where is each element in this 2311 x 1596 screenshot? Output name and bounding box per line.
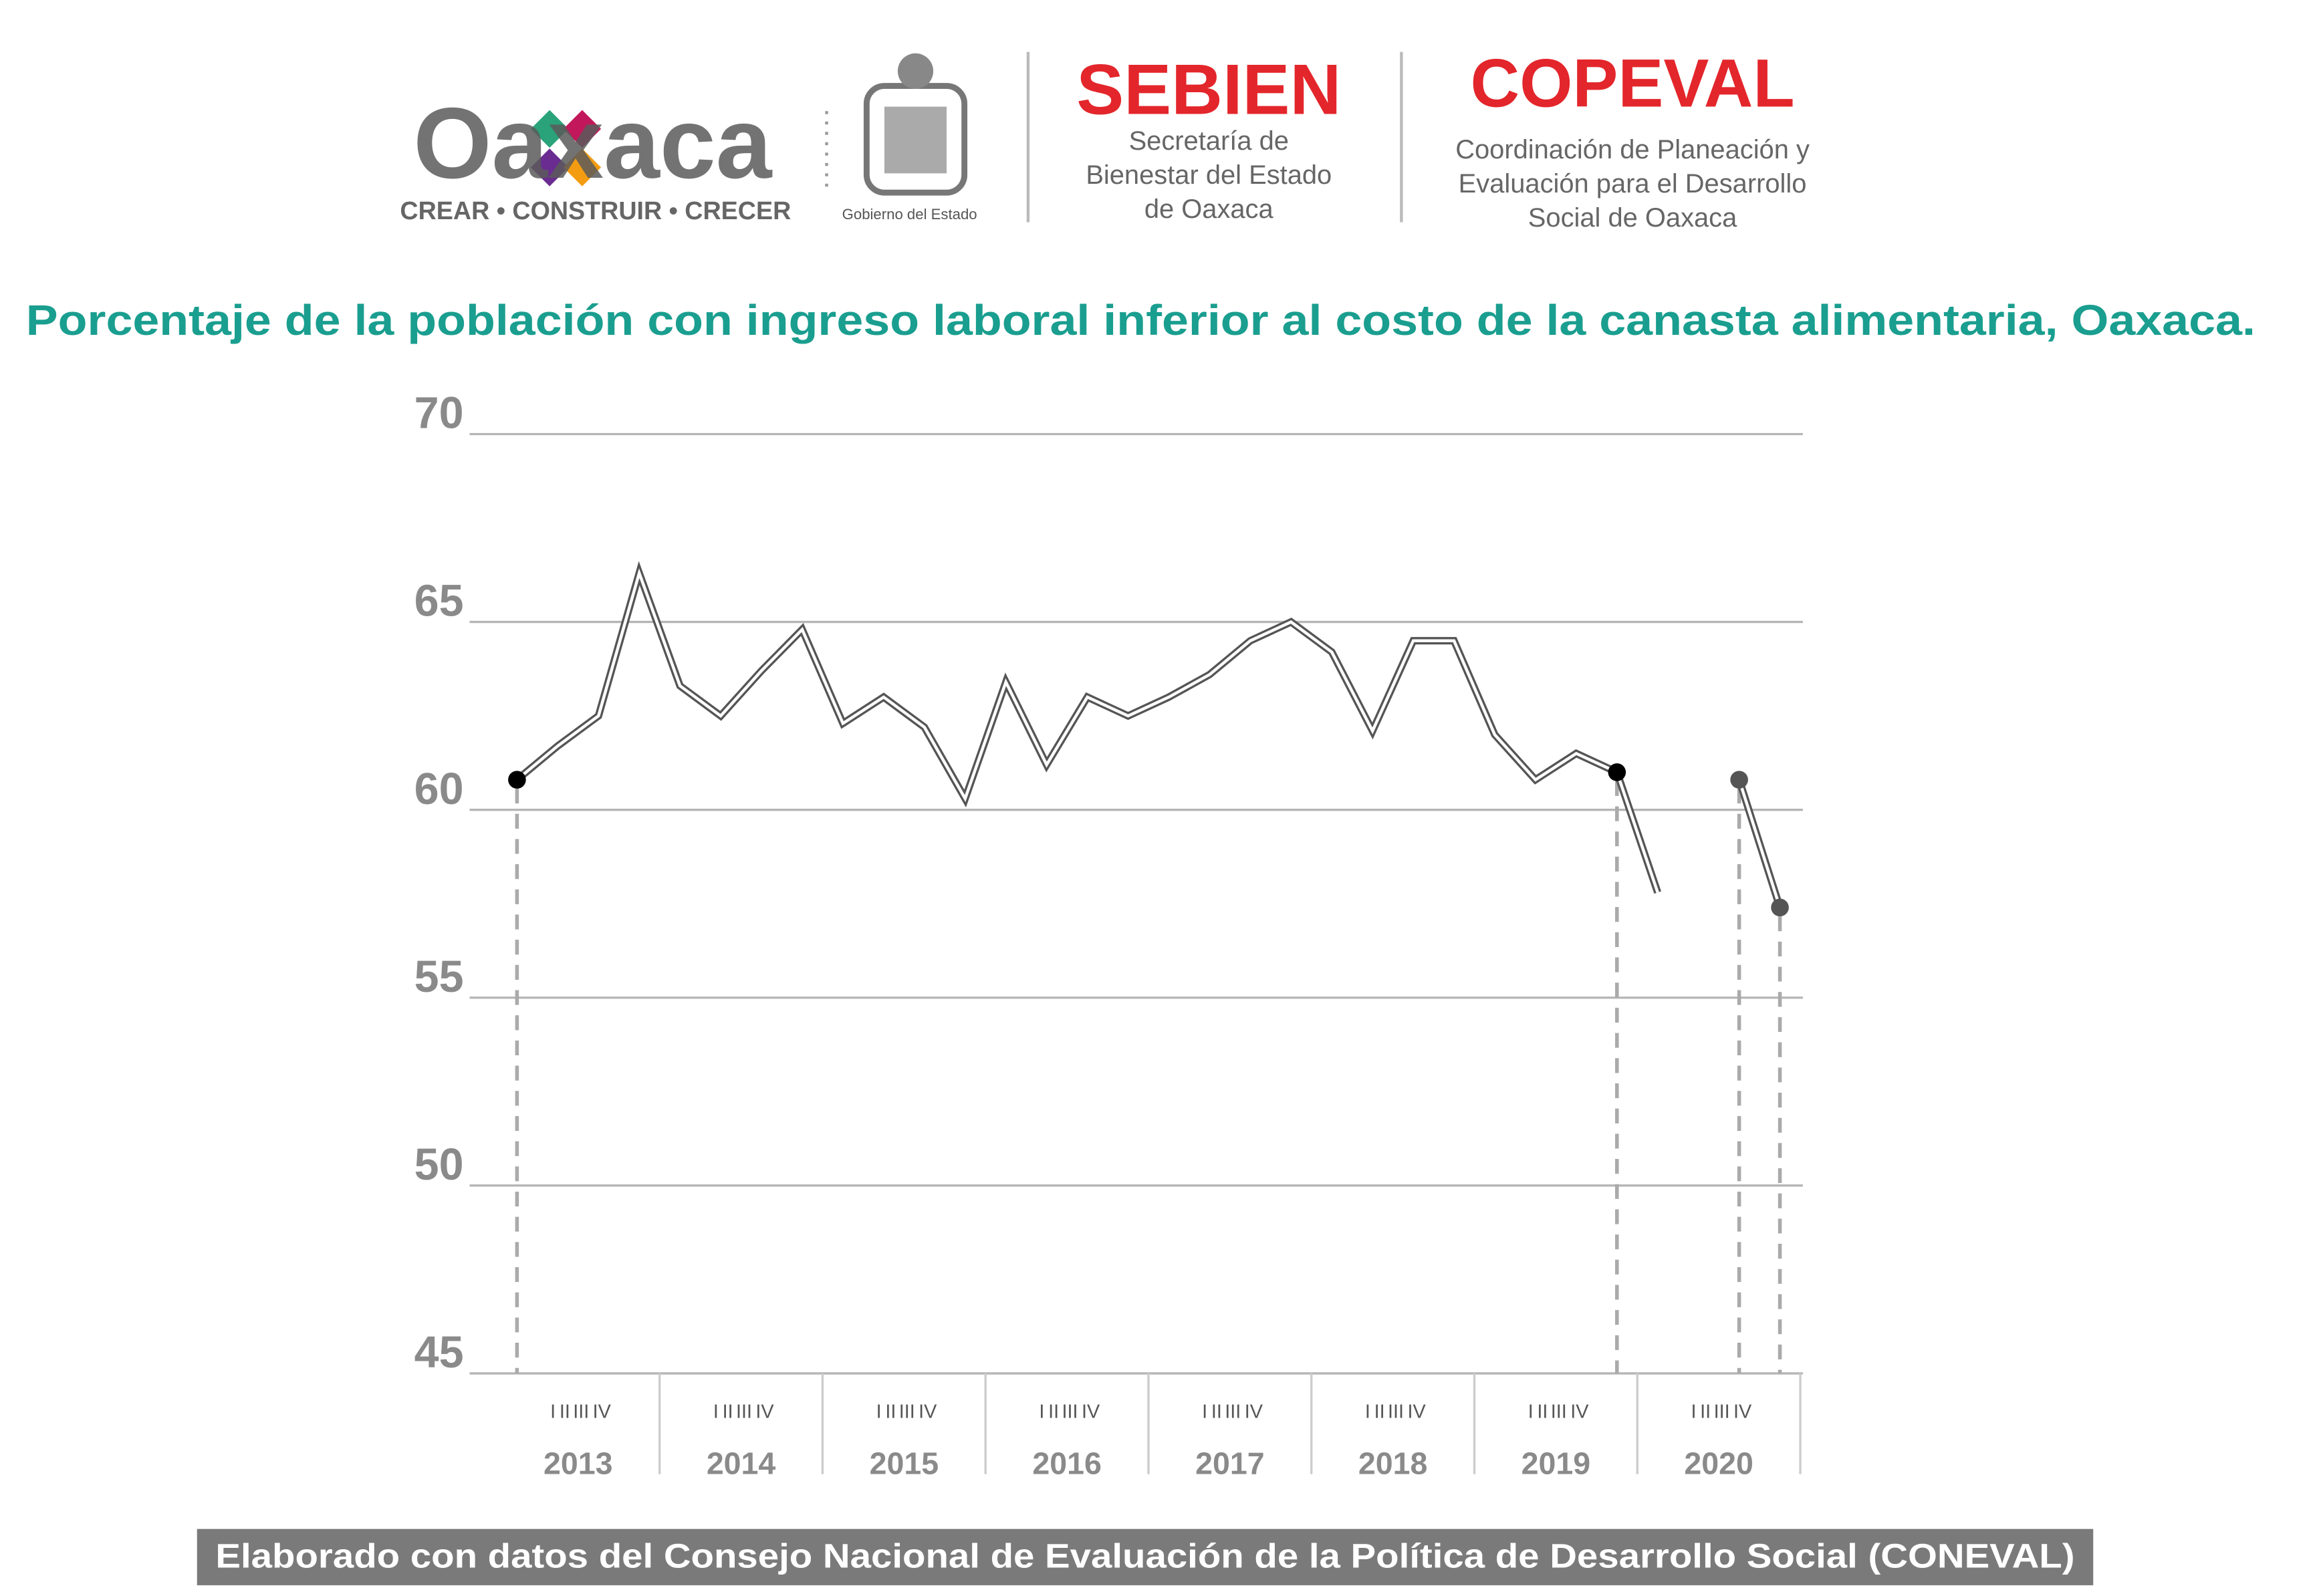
x-year-label: 2014: [707, 1446, 776, 1481]
x-tick-label: III: [1714, 1401, 1730, 1422]
footer-band: [197, 1528, 2094, 1585]
org-name: COPEVAL: [1470, 45, 1794, 122]
x-tick-label: II: [1374, 1401, 1385, 1422]
org-line: Evaluación para el Desarrollo: [1459, 169, 1807, 198]
x-tick-label: III: [1225, 1401, 1241, 1422]
y-tick-label: 45: [414, 1328, 464, 1377]
point-marker: [508, 771, 526, 789]
y-tick-label: 50: [414, 1140, 464, 1190]
x-tick-label: I: [1365, 1401, 1370, 1422]
series-line-inner: [1737, 779, 1782, 908]
logo-text: Oaxaca: [413, 87, 772, 199]
coat-of-arms: [863, 53, 968, 196]
x-year-label: 2015: [870, 1446, 939, 1481]
y-tick-label: 70: [414, 389, 464, 438]
org-line: Coordinación de Planeación y: [1455, 135, 1810, 164]
org-name: SEBIEN: [1076, 50, 1341, 130]
x-tick-label: I: [876, 1401, 882, 1422]
x-tick-label: III: [573, 1401, 589, 1422]
logo-slogan: CREAR • CONSTRUIR • CRECER: [400, 196, 791, 225]
org-line: Bienestar del Estado: [1086, 160, 1332, 190]
chart-title: Porcentaje de la población con ingreso l…: [26, 296, 2256, 344]
government-label: Gobierno del Estado: [842, 206, 977, 223]
x-tick-label: II: [1700, 1401, 1711, 1422]
x-tick-label: III: [899, 1401, 915, 1422]
x-tick-label: I: [713, 1401, 719, 1422]
org-line: de Oaxaca: [1144, 194, 1274, 224]
x-tick-label: IV: [1245, 1401, 1263, 1422]
x-year-label: 2013: [543, 1446, 612, 1481]
x-tick-label: II: [885, 1401, 896, 1422]
x-tick-label: II: [560, 1401, 570, 1422]
footer-note: Elaborado con datos del Consejo Nacional…: [215, 1537, 2074, 1575]
x-year-label: 2017: [1195, 1446, 1264, 1481]
y-tick-label: 65: [414, 577, 464, 626]
x-tick-label: III: [1388, 1401, 1404, 1422]
x-tick-label: I: [1528, 1401, 1534, 1422]
point-marker: [1608, 763, 1626, 781]
point-marker: [1771, 898, 1789, 917]
x-tick-label: I: [1202, 1401, 1207, 1422]
x-tick-label: III: [1062, 1401, 1078, 1422]
y-tick-label: 55: [414, 952, 464, 1002]
x-tick-label: I: [1691, 1401, 1696, 1422]
point-marker: [1730, 771, 1748, 789]
x-year-label: 2020: [1684, 1446, 1753, 1481]
x-year-label: 2018: [1358, 1446, 1427, 1481]
x-year-label: 2016: [1032, 1446, 1101, 1481]
x-year-label: 2019: [1522, 1446, 1590, 1481]
x-tick-label: I: [550, 1401, 556, 1422]
org-line: Social de Oaxaca: [1528, 203, 1737, 233]
x-tick-label: IV: [1570, 1401, 1589, 1422]
x-tick-label: IV: [1407, 1401, 1426, 1422]
y-tick-label: 60: [414, 765, 464, 814]
x-tick-label: II: [1537, 1401, 1548, 1422]
x-tick-label: II: [1211, 1401, 1222, 1422]
x-tick-label: III: [736, 1401, 752, 1422]
x-tick-label: II: [1048, 1401, 1059, 1422]
x-tick-label: IV: [1733, 1401, 1752, 1422]
org-line: Secretaría de: [1129, 126, 1289, 156]
x-tick-label: IV: [1082, 1401, 1100, 1422]
x-tick-label: I: [1039, 1401, 1044, 1422]
x-tick-label: IV: [755, 1401, 774, 1422]
x-tick-label: IV: [593, 1401, 612, 1422]
x-tick-label: III: [1551, 1401, 1567, 1422]
x-tick-label: IV: [919, 1401, 937, 1422]
x-tick-label: II: [723, 1401, 733, 1422]
series-line-inner: [515, 568, 1659, 894]
